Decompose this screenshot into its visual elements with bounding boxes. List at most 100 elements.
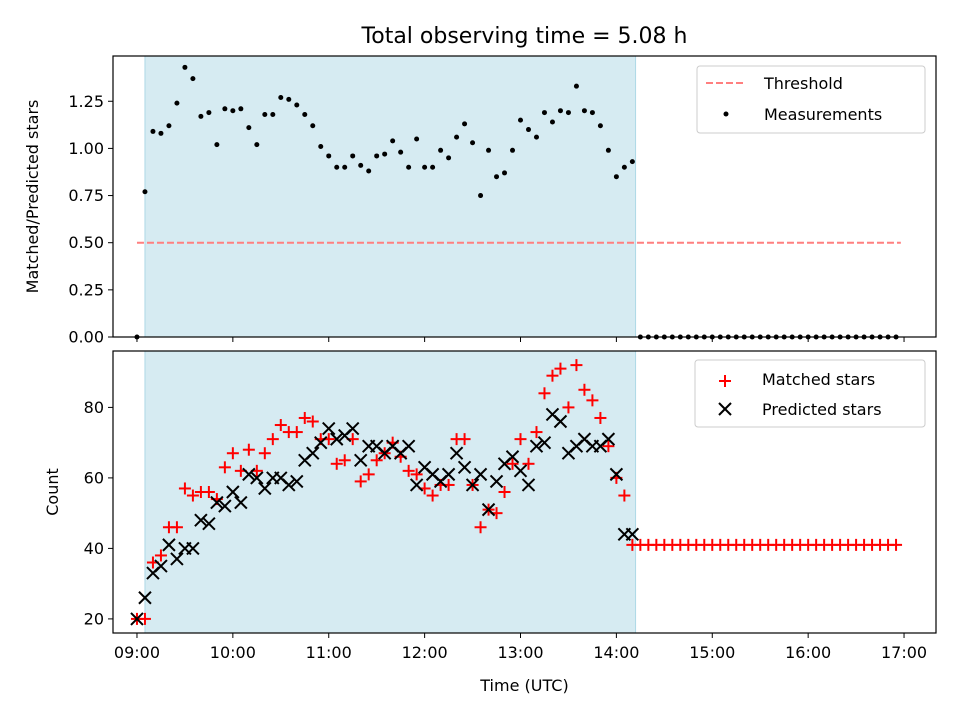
legend-threshold-label: Threshold (763, 74, 843, 93)
count-legend-frame (694, 359, 926, 428)
matched-stars-point (474, 521, 487, 534)
xtick-label-3: 12:00 (402, 643, 448, 662)
measurement-point (446, 155, 452, 161)
measurement-point (414, 136, 420, 142)
count-legend: Matched stars Predicted stars (694, 359, 926, 428)
predicted-stars-point (457, 460, 472, 475)
count-ytick-label-2: 60 (84, 468, 104, 487)
xtick-label-5: 14:00 (593, 643, 639, 662)
xtick-label-1: 10:00 (210, 643, 256, 662)
predicted-stars-point (162, 538, 176, 552)
measurement-point (158, 130, 164, 136)
xtick-label-8: 17:00 (881, 643, 927, 662)
count-ytick-label-1: 40 (84, 539, 104, 558)
measurement-point (518, 117, 524, 123)
measurement-point (142, 189, 148, 195)
matched-stars-point (370, 454, 383, 467)
matched-stars-point (226, 447, 239, 460)
measurement-point (494, 174, 500, 180)
measurement-point (286, 96, 292, 102)
predicted-stars-point (306, 446, 320, 460)
ratio-panel: 0.00 0.25 0.50 0.75 1.00 1.25 Matched/Predict… (23, 55, 937, 347)
measurement-point (310, 123, 316, 129)
measurement-point (318, 144, 324, 150)
matched-stars-point (410, 468, 423, 481)
predicted-stars-point (513, 464, 528, 478)
measurement-point (422, 164, 428, 170)
observing-span-top (144, 55, 637, 338)
legend-measurements-label: Measurements (764, 105, 882, 124)
matched-stars-point (458, 433, 471, 446)
count-y-axis-label: Count (43, 468, 62, 516)
matched-stars-point (554, 362, 567, 375)
matched-stars-point (618, 489, 631, 502)
ratio-legend-frame (696, 65, 926, 134)
matched-stars-point (154, 549, 167, 562)
matched-stars-point (578, 383, 591, 396)
measurement-point (246, 125, 252, 131)
ratio-ytick-label-2: 0.50 (68, 233, 104, 252)
legend-matched-swatch (719, 375, 731, 387)
measurement-point (510, 147, 516, 153)
measurement-point (549, 119, 555, 125)
count-plot-area (130, 359, 903, 626)
measurement-point (174, 100, 180, 106)
measurement-point (294, 102, 300, 108)
matched-stars-point (306, 415, 319, 428)
matched-stars-point (586, 394, 599, 407)
measurement-point (198, 113, 204, 119)
measurement-point (502, 170, 508, 176)
matched-stars-point (138, 612, 151, 625)
measurement-point (342, 164, 348, 170)
measurement-point (278, 94, 284, 100)
matched-stars-point (330, 457, 343, 470)
ratio-ytick-label-3: 0.75 (68, 186, 104, 205)
matched-stars-point (514, 433, 527, 446)
predicted-stars-point (226, 485, 240, 499)
matched-stars-point (426, 489, 439, 502)
xtick-label-7: 16:00 (785, 643, 831, 662)
measurement-point (382, 151, 388, 157)
predicted-stars-point (529, 439, 544, 453)
measurement-point (605, 147, 611, 153)
predicted-stars-point (290, 474, 304, 489)
measurement-point (350, 153, 356, 159)
measurement-point (230, 108, 236, 114)
matched-stars-point (266, 433, 279, 446)
measurement-point (206, 110, 212, 116)
matched-stars-point (362, 468, 375, 481)
measurement-point (573, 83, 579, 89)
measurement-point (326, 153, 332, 159)
measurement-point (613, 174, 619, 180)
predicted-stars-point (154, 559, 168, 573)
xtick-label-6: 15:00 (689, 643, 735, 662)
legend-matched-label: Matched stars (762, 370, 875, 389)
matched-stars-point (298, 411, 311, 424)
predicted-stars-point (258, 481, 272, 496)
count-ytick-label-3: 80 (84, 398, 104, 417)
matched-stars-point (242, 443, 255, 456)
measurement-point (358, 162, 364, 168)
matched-stars-point (274, 419, 287, 432)
measurement-point (390, 138, 396, 144)
count-ytick-label-0: 20 (84, 609, 104, 628)
xtick-label-4: 13:00 (497, 643, 543, 662)
predicted-stars-point (489, 474, 504, 489)
predicted-stars-point (441, 467, 456, 482)
predicted-stars-point (130, 612, 144, 626)
matched-stars-point (338, 454, 351, 467)
predicted-stars-point (202, 517, 216, 531)
measurement-point (629, 159, 635, 165)
ratio-ytick-label-0: 0.00 (68, 328, 104, 347)
ratio-ytick-label-1: 0.25 (68, 280, 104, 299)
predicted-stars-point (346, 421, 360, 436)
measurement-point (374, 153, 380, 159)
xtick-label-2: 11:00 (306, 643, 352, 662)
ratio-x-axis (136, 337, 905, 342)
predicted-stars-point (330, 432, 344, 446)
predicted-stars-point (505, 450, 520, 464)
matched-stars-point (546, 369, 559, 382)
matched-stars-point (506, 457, 519, 470)
measurement-point (238, 106, 244, 112)
count-observing-span (144, 350, 637, 634)
